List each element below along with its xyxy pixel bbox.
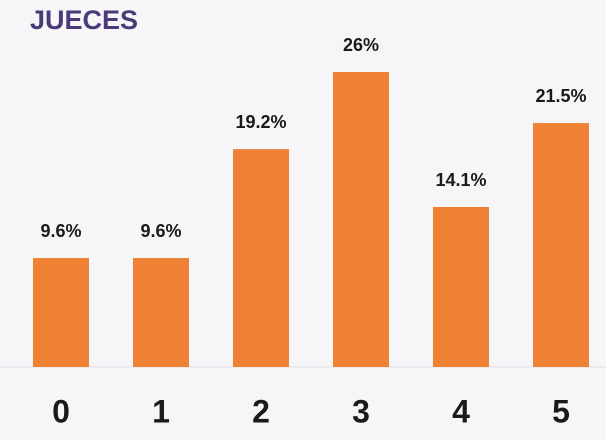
x-tick-label: 0 [52,393,70,429]
bar [233,149,289,367]
bar [33,258,89,367]
x-tick-label: 5 [552,393,570,429]
bar [333,72,389,367]
bar [533,123,589,367]
x-tick-label: 3 [352,393,370,429]
value-label: 9.6% [40,221,81,241]
x-tick-label: 4 [452,393,470,429]
value-label: 14.1% [435,170,486,190]
bar [433,207,489,367]
chart-title: JUECES [30,5,138,35]
bar [133,258,189,367]
value-label: 26% [343,35,379,55]
value-label: 9.6% [140,221,181,241]
value-label: 21.5% [535,86,586,106]
value-label: 19.2% [235,112,286,132]
x-tick-label: 2 [252,393,270,429]
x-tick-label: 1 [152,393,170,429]
